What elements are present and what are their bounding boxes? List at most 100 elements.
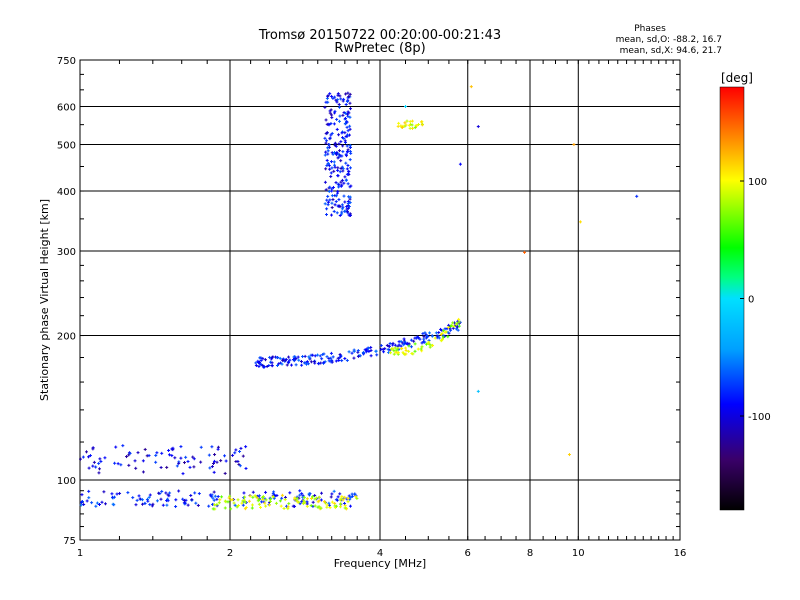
data-point	[325, 139, 329, 143]
data-point	[379, 344, 383, 348]
data-point	[98, 457, 102, 461]
data-point	[251, 495, 255, 499]
data-point	[126, 491, 130, 495]
data-point	[217, 501, 221, 505]
data-point	[167, 453, 171, 457]
data-point	[354, 495, 358, 499]
data-point	[578, 220, 582, 224]
data-point	[442, 329, 446, 333]
data-point	[159, 497, 163, 501]
data-point	[408, 126, 412, 130]
data-point	[281, 359, 285, 363]
data-point	[263, 501, 267, 505]
data-point	[452, 324, 456, 328]
data-point	[182, 499, 186, 503]
data-point	[390, 347, 394, 351]
data-point	[399, 339, 403, 343]
data-point	[421, 332, 425, 336]
data-point	[340, 154, 344, 158]
data-point	[454, 327, 458, 331]
y-tick-label: 300	[57, 247, 76, 258]
data-point	[443, 330, 447, 334]
data-point	[256, 359, 260, 363]
data-point	[87, 455, 91, 459]
data-point	[325, 213, 329, 217]
data-point	[396, 346, 400, 350]
data-point	[424, 336, 428, 340]
data-point	[166, 497, 170, 501]
data-point	[393, 346, 397, 350]
data-point	[133, 459, 137, 463]
data-point	[275, 364, 279, 368]
data-point	[175, 464, 179, 468]
data-point	[311, 500, 315, 504]
data-point	[199, 445, 203, 449]
data-point	[283, 498, 287, 502]
data-point	[258, 362, 262, 366]
data-point	[294, 357, 298, 361]
data-point	[94, 465, 98, 469]
data-point	[347, 350, 351, 354]
x-tick-label: 16	[674, 548, 687, 559]
y-axis-ticks: 75 100 200 300 400 500 600 750	[57, 56, 680, 547]
data-point	[168, 491, 172, 495]
data-point	[293, 355, 297, 359]
data-point	[340, 212, 344, 216]
data-point	[356, 354, 360, 358]
data-point	[397, 121, 401, 125]
data-point	[325, 207, 329, 211]
y-tick-label: 100	[57, 476, 76, 487]
data-point	[347, 213, 351, 217]
data-point	[300, 492, 304, 496]
data-point	[404, 349, 408, 353]
data-point	[332, 489, 336, 493]
data-point	[313, 497, 317, 501]
data-point	[337, 142, 341, 146]
data-point	[271, 355, 275, 359]
data-point	[137, 494, 141, 498]
data-point	[336, 174, 340, 178]
data-point	[85, 499, 89, 503]
data-point	[401, 350, 405, 354]
data-point	[346, 163, 350, 167]
stats-line-x: mean, sd,X: 94.6, 21.7	[620, 46, 722, 56]
data-point	[337, 358, 341, 362]
data-point	[319, 498, 323, 502]
data-point	[407, 344, 411, 348]
data-point	[324, 118, 328, 122]
data-point	[330, 194, 334, 198]
data-point	[388, 348, 392, 352]
data-point	[338, 170, 342, 174]
data-point	[242, 491, 246, 495]
data-point	[92, 460, 96, 464]
data-point	[98, 467, 102, 471]
data-point	[296, 355, 300, 359]
data-point	[323, 202, 327, 206]
data-point	[339, 354, 343, 358]
data-point	[271, 495, 275, 499]
data-point	[182, 461, 186, 465]
data-point	[315, 496, 319, 500]
data-point	[301, 355, 305, 359]
data-point	[231, 498, 235, 502]
data-point	[446, 335, 450, 339]
data-point	[318, 354, 322, 358]
data-point	[345, 120, 349, 124]
data-point	[210, 465, 214, 469]
data-point	[155, 499, 159, 503]
data-point	[179, 445, 183, 449]
data-point	[333, 501, 337, 505]
data-point	[409, 338, 413, 342]
data-point	[193, 491, 197, 495]
data-point	[296, 500, 300, 504]
data-point	[334, 359, 338, 363]
data-point	[301, 502, 305, 506]
data-point	[347, 95, 351, 99]
data-point	[167, 448, 171, 452]
data-point	[192, 465, 196, 469]
data-point	[147, 454, 151, 458]
data-point	[331, 355, 335, 359]
data-point	[118, 491, 122, 495]
x-axis-label: Frequency [MHz]	[334, 557, 426, 570]
data-point	[327, 123, 331, 127]
